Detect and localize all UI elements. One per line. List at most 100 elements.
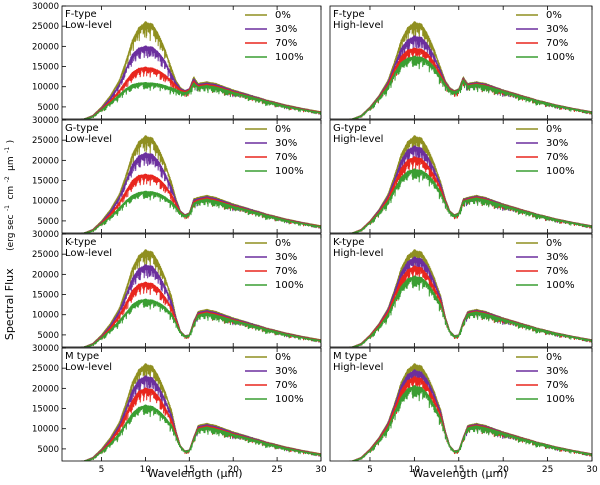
y-label-part-3: cm xyxy=(6,186,16,200)
legend-label-100pct: 100% xyxy=(546,280,575,291)
x-tick-label: 10 xyxy=(140,465,152,475)
y-label-part-2: (erg sec xyxy=(6,214,16,250)
x-tick-label: 15 xyxy=(184,465,195,475)
y-tick-label: 10000 xyxy=(32,425,59,435)
y-tick-label: 30000 xyxy=(32,2,59,12)
legend-label-100pct: 100% xyxy=(275,52,304,63)
panel-plot-area xyxy=(80,363,321,461)
legend-label-0pct: 0% xyxy=(546,10,562,21)
y-label-exp-3: -1 xyxy=(4,147,11,153)
panel-frame xyxy=(329,347,593,462)
panel-frame xyxy=(329,5,593,120)
y-tick-label: 20000 xyxy=(32,270,59,280)
legend-label-0pct: 0% xyxy=(275,10,291,21)
panel-G-low: 5000 10000 15000 20000 25000 30000 G-typeLow-l… xyxy=(32,116,322,234)
panel-plot-area xyxy=(80,21,321,119)
legend-label-0pct: 0% xyxy=(275,352,291,363)
legend-label-100pct: 100% xyxy=(546,166,575,177)
panel-frame xyxy=(61,347,322,462)
legend-label-70pct: 70% xyxy=(546,380,568,391)
panel-plot-area xyxy=(348,135,592,233)
panel-K-low: 5000 10000 15000 20000 25000 30000 K-typeLow-l… xyxy=(32,230,322,348)
series-line-100pct xyxy=(80,404,321,461)
series-line-30pct xyxy=(80,264,321,347)
legend-label-70pct: 70% xyxy=(275,38,297,49)
panel-title-level: Low-level xyxy=(65,20,112,31)
x-tick-label: 25 xyxy=(542,465,553,475)
panels-group: 50001000015000200002500030000F-typeLow-l… xyxy=(32,2,598,475)
panel-plot-area xyxy=(348,363,592,461)
panel-legend: 0% 30% 70% 100% xyxy=(245,238,304,291)
series-line-100pct xyxy=(80,190,321,233)
legend-label-30pct: 30% xyxy=(275,24,297,35)
panel-title-type: G-type xyxy=(65,123,99,134)
x-tick-label: 25 xyxy=(271,465,282,475)
legend-label-0pct: 0% xyxy=(546,352,562,363)
panel-legend: 0% 30% 70% 100% xyxy=(245,10,304,63)
x-tick-label: 10 xyxy=(409,465,421,475)
panel-frame xyxy=(61,233,322,348)
panel-legend: 0% 30% 70% 100% xyxy=(245,352,304,405)
y-axis-label: Spectral Flux (erg sec -1 cm -2 μm -1 ) xyxy=(0,140,16,340)
legend-label-70pct: 70% xyxy=(546,266,568,277)
panel-title-level: Low-level xyxy=(65,134,112,145)
y-tick-label: 10000 xyxy=(32,311,59,321)
y-tick-label: 30000 xyxy=(32,230,59,240)
y-tick-label: 15000 xyxy=(32,291,59,301)
panel-title-type: M type xyxy=(333,351,367,362)
panel-title-level: Low-level xyxy=(65,362,112,373)
y-tick-label: 30000 xyxy=(32,344,59,354)
x-axis-label-left: Wavelength (μm) xyxy=(147,467,242,480)
y-tick-label: 25000 xyxy=(32,250,59,260)
legend-label-0pct: 0% xyxy=(275,124,291,135)
y-axis-label-text: Spectral Flux (erg sec -1 cm -2 μm -1 ) xyxy=(0,140,16,340)
y-label-part-1: Spectral Flux xyxy=(3,268,16,340)
x-tick-label: 20 xyxy=(227,465,239,475)
panel-title-level: High-level xyxy=(333,134,383,145)
x-tick-label: 5 xyxy=(367,465,373,475)
y-tick-label: 5000 xyxy=(37,445,59,455)
panel-M-low: 5 10 15 20 25 30 5000 10000 15000 20000 25000 30000… xyxy=(32,344,327,475)
y-tick-label: 5000 xyxy=(37,217,59,227)
legend-label-30pct: 30% xyxy=(546,24,568,35)
y-tick-label: 15000 xyxy=(32,405,59,415)
panel-plot-area xyxy=(80,135,321,233)
panel-legend: 0% 30% 70% 100% xyxy=(516,10,575,63)
legend-label-30pct: 30% xyxy=(546,138,568,149)
panel-title-level: Low-level xyxy=(65,248,112,259)
y-tick-label: 20000 xyxy=(32,156,59,166)
panel-title-type: K-type xyxy=(65,237,96,248)
legend-label-70pct: 70% xyxy=(275,380,297,391)
series-line-100pct xyxy=(80,81,321,119)
panel-plot-area xyxy=(80,249,321,347)
y-label-exp-2: -2 xyxy=(4,176,11,182)
panel-frame xyxy=(329,233,593,348)
legend-label-0pct: 0% xyxy=(546,238,562,249)
legend-label-100pct: 100% xyxy=(546,52,575,63)
legend-label-70pct: 70% xyxy=(546,152,568,163)
legend-label-100pct: 100% xyxy=(546,394,575,405)
panel-legend: 0% 30% 70% 100% xyxy=(516,124,575,177)
legend-label-0pct: 0% xyxy=(275,238,291,249)
panel-legend: 0% 30% 70% 100% xyxy=(516,352,575,405)
legend-label-30pct: 30% xyxy=(275,138,297,149)
y-tick-label: 25000 xyxy=(32,22,59,32)
panel-title-type: G-type xyxy=(333,123,367,134)
legend-label-30pct: 30% xyxy=(275,366,297,377)
x-axis-label-right: Wavelength (μm) xyxy=(412,467,507,480)
panel-frame xyxy=(329,119,593,234)
y-label-part-4: μm xyxy=(6,156,16,171)
y-tick-label: 15000 xyxy=(32,177,59,187)
x-tick-label: 30 xyxy=(586,465,598,475)
panel-title-level: High-level xyxy=(333,248,383,259)
legend-label-30pct: 30% xyxy=(275,252,297,263)
series-line-70pct xyxy=(80,66,321,119)
y-label-exp-1: -1 xyxy=(4,205,11,211)
legend-label-100pct: 100% xyxy=(275,280,304,291)
y-label-part-5: ) xyxy=(6,140,16,144)
y-tick-label: 15000 xyxy=(32,63,59,73)
